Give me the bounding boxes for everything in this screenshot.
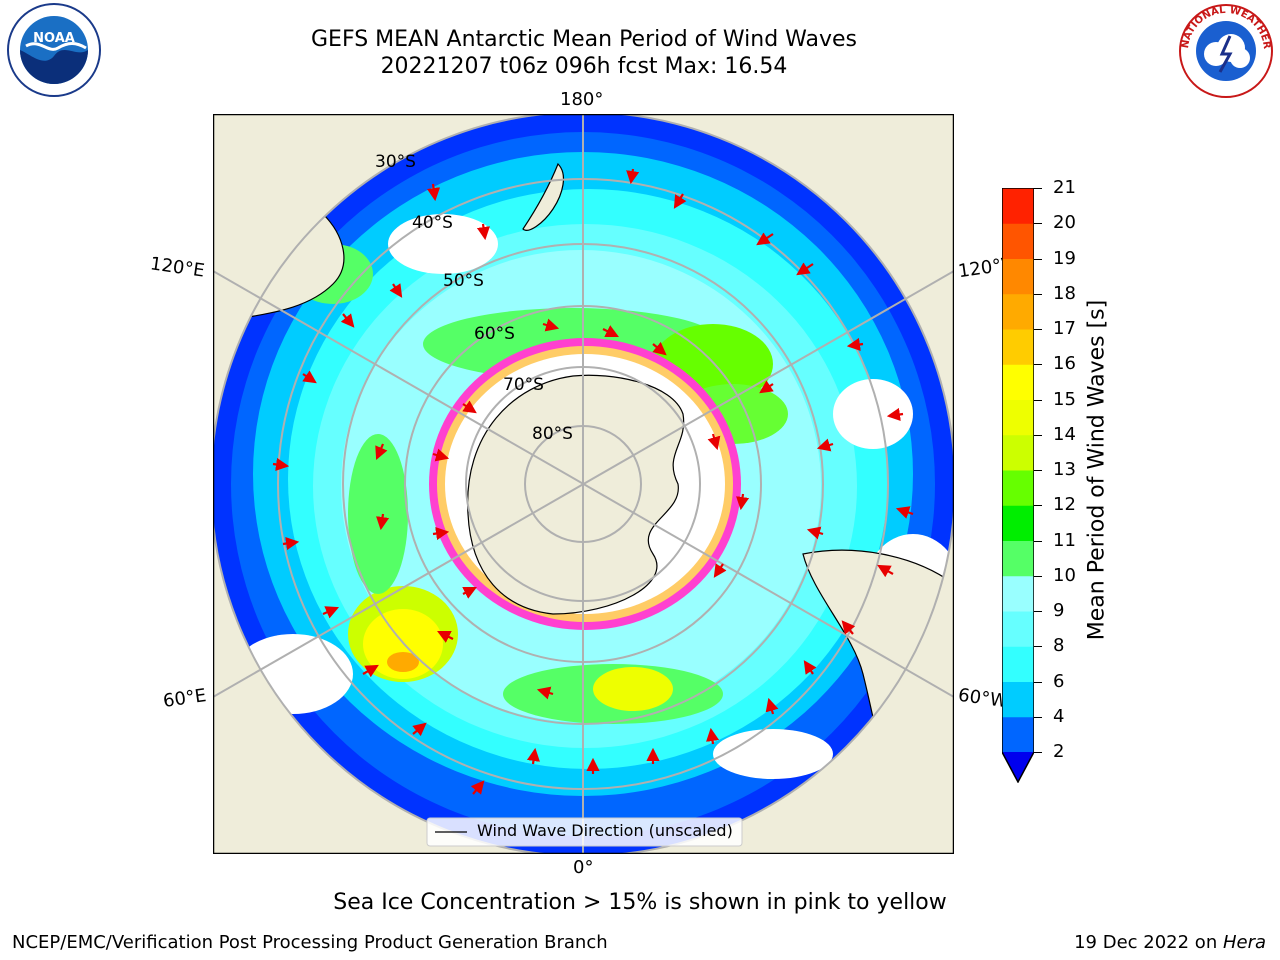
colorbar-tick-mark [1034, 258, 1042, 260]
colorbar-swatch [1002, 611, 1034, 647]
lon-label-upper-left: 120°E [148, 253, 206, 282]
colorbar-swatch [1002, 716, 1034, 753]
colorbar-swatch [1002, 505, 1034, 541]
colorbar-swatch [1002, 399, 1034, 436]
colorbar-tick-mark [1034, 575, 1042, 577]
lon-label-top: 180° [560, 89, 604, 110]
colorbar-tick-mark [1034, 681, 1042, 683]
lat-label-40s: 40°S [412, 213, 453, 233]
colorbar-tick-label: 14 [1053, 423, 1076, 445]
antarctica-landmass [467, 374, 685, 615]
colorbar-tick-mark [1034, 716, 1042, 718]
colorbar-tick-mark [1034, 188, 1042, 189]
longitude-gridlines [212, 114, 955, 854]
footer-host: Hera [1222, 932, 1266, 953]
colorbar-tick-mark [1034, 223, 1042, 225]
wind-wave-arrows [272, 168, 914, 795]
lon-label-lower-left: 60°E [161, 685, 208, 712]
footer-date: 19 Dec 2022 on [1074, 932, 1223, 953]
colorbar-label: Mean Period of Wind Waves [s] [1084, 299, 1110, 641]
colorbar-tick-label: 17 [1053, 318, 1076, 339]
colorbar-tick-label: 15 [1053, 388, 1076, 410]
noaa-logo: NOAA [6, 2, 102, 98]
colorbar-tick-label: 6 [1053, 670, 1065, 692]
colorbar-tick-label: 12 [1053, 494, 1076, 516]
map-legend [426, 817, 743, 847]
svg-text:NOAA: NOAA [33, 31, 75, 46]
colorbar-swatch [1002, 434, 1034, 471]
colorbar-swatch [1002, 646, 1034, 682]
colorbar-extend-triangle [1002, 752, 1034, 782]
colorbar-tick-label: 19 [1053, 247, 1076, 269]
colorbar-tick-label: 21 [1053, 177, 1076, 198]
colorbar-tick-mark [1034, 540, 1042, 542]
colorbar-swatch [1002, 188, 1034, 224]
colorbar-tick-mark [1034, 364, 1042, 366]
colorbar-swatch [1002, 258, 1034, 295]
polar-map [209, 110, 957, 858]
colorbar-tick-label: 11 [1053, 529, 1076, 551]
chart-title: GEFS MEAN Antarctic Mean Period of Wind … [311, 27, 857, 52]
colorbar-tick-label: 9 [1053, 600, 1065, 621]
colorbar-swatch [1002, 681, 1034, 718]
lon-label-bottom: 0° [573, 857, 594, 878]
colorbar-swatch [1002, 223, 1034, 259]
colorbar-swatch [1002, 470, 1034, 506]
footer-right: 19 Dec 2022 on Hera [1074, 932, 1266, 953]
colorbar-tick-mark [1034, 470, 1042, 471]
colorbar-tick-label: 13 [1053, 459, 1076, 480]
colorbar-tick-mark [1034, 646, 1042, 648]
colorbar-swatch [1002, 575, 1034, 612]
map-legend-label: Wind Wave Direction (unscaled) [477, 821, 733, 840]
sea-ice-note: Sea Ice Concentration > 15% is shown in … [333, 890, 947, 915]
colorbar-tick-mark [1034, 293, 1042, 295]
lat-label-70s: 70°S [503, 375, 544, 395]
colorbar-tick-mark [1034, 399, 1042, 401]
colorbar-tick-mark [1034, 611, 1042, 612]
colorbar-tick-mark [1034, 505, 1042, 507]
lat-label-30s: 30°S [375, 152, 416, 172]
colorbar-tick-label: 4 [1053, 705, 1065, 727]
colorbar-tick-label: 20 [1053, 212, 1076, 234]
colorbar-tick-label: 8 [1053, 635, 1065, 657]
colorbar-swatches [1001, 187, 1035, 784]
colorbar-tick-label: 10 [1053, 564, 1076, 586]
colorbar-tick-mark [1034, 752, 1042, 753]
chart-subtitle: 20221207 t06z 096h fcst Max: 16.54 [380, 54, 788, 79]
lat-label-80s: 80°S [532, 424, 573, 444]
lat-label-60s: 60°S [474, 324, 515, 344]
map-panel [209, 110, 957, 858]
colorbar-tick-label: 18 [1053, 282, 1076, 304]
lat-label-50s: 50°S [443, 271, 484, 291]
nws-logo: NATIONAL WEATHER SERVICE [1172, 0, 1276, 100]
colorbar-swatch [1002, 540, 1034, 577]
colorbar [1001, 187, 1035, 784]
colorbar-tick-mark [1034, 329, 1042, 330]
colorbar-swatch [1002, 364, 1034, 400]
colorbar-swatch [1002, 293, 1034, 330]
colorbar-swatch [1002, 329, 1034, 365]
colorbar-tick-label: 2 [1053, 741, 1065, 762]
colorbar-tick-mark [1034, 434, 1042, 436]
colorbar-tick-label: 16 [1053, 353, 1076, 375]
footer-left: NCEP/EMC/Verification Post Processing Pr… [12, 932, 608, 953]
